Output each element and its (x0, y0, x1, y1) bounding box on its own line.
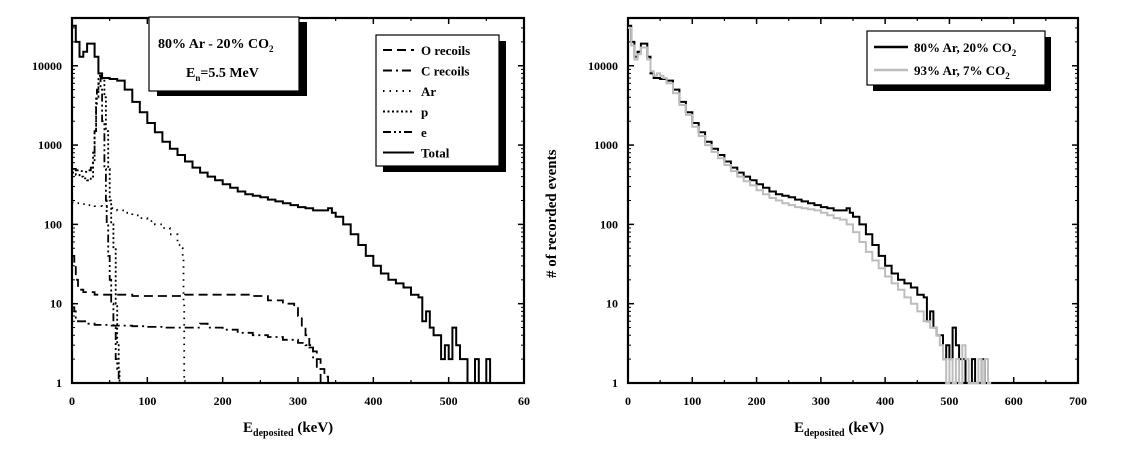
x-tick-label: 400 (364, 394, 382, 408)
left-xaxis-label: Edeposited (keV) (243, 420, 333, 439)
right-panel: 0 100 200 300 400 500 600 700 1 10 100 1000 10000 80… (544, 16, 1087, 439)
x-tick-label: 400 (876, 394, 894, 408)
right-axis-ticks: 0 100 200 300 400 500 600 700 1 10 100 1000 10000 (588, 17, 1087, 408)
left-series (72, 24, 494, 384)
x-tick-label: 300 (289, 394, 307, 408)
annotation-frame (148, 16, 300, 92)
legend-frame (375, 34, 500, 167)
y-tick-label: 1000 (594, 138, 618, 152)
x-tick-label: 200 (214, 394, 232, 408)
x-tick-label: 0 (69, 394, 75, 408)
right-legend: 80% Ar, 20% CO2 93% Ar, 7% CO2 (866, 30, 1051, 91)
series-total (72, 24, 494, 384)
annotation-line1: 80% Ar - 20% CO2 (158, 37, 274, 54)
y-tick-label: 10 (50, 297, 62, 311)
legend-label: e (421, 125, 427, 140)
x-tick-label: 60 (518, 394, 530, 408)
legend-label: 80% Ar, 20% CO2 (914, 40, 1017, 58)
x-tick-label: 500 (440, 394, 458, 408)
y-tick-label: 1 (56, 376, 62, 390)
x-tick-label: 500 (940, 394, 958, 408)
legend-label: Total (421, 146, 450, 161)
series-c-recoils (72, 306, 322, 383)
x-tick-label: 700 (1069, 394, 1087, 408)
legend-label: Ar (421, 84, 436, 99)
series-93-ar-7-co2 (628, 26, 992, 384)
x-tick-label: 0 (625, 394, 631, 408)
y-tick-label: 10000 (32, 59, 62, 73)
x-tick-label: 100 (683, 394, 701, 408)
right-yaxis-label: # of recorded events (544, 149, 560, 278)
y-tick-label: 1000 (38, 138, 62, 152)
x-tick-label: 100 (138, 394, 156, 408)
x-tick-label: 300 (812, 394, 830, 408)
y-tick-label: 10 (606, 297, 618, 311)
annotation-line2: En=5.5 MeV (186, 66, 259, 83)
legend-label: O recoils (421, 43, 470, 58)
x-tick-label: 600 (1005, 394, 1023, 408)
y-tick-label: 1 (612, 376, 618, 390)
x-tick-label: 200 (748, 394, 766, 408)
y-tick-label: 100 (600, 217, 618, 231)
y-tick-label: 10000 (588, 59, 618, 73)
legend-label: p (421, 105, 428, 120)
legend-label: 93% Ar, 7% CO2 (914, 63, 1010, 81)
series-e (72, 74, 120, 383)
legend-frame (866, 30, 1046, 86)
series-ar (72, 201, 186, 383)
right-series (628, 24, 992, 384)
left-axis-ticks: 0 100 200 300 400 500 60 1 10 100 1000 10000 (32, 17, 530, 408)
right-xaxis-label: Edeposited (keV) (794, 420, 884, 439)
left-annotation-box: 80% Ar - 20% CO2 En=5.5 MeV (148, 16, 307, 96)
left-panel: 0 100 200 300 400 500 60 1 10 100 1000 10000 80% Ar… (32, 16, 530, 439)
legend-label: C recoils (421, 64, 470, 79)
left-legend: O recoils C recoils Ar pe Total (375, 34, 506, 172)
y-tick-label: 100 (44, 217, 62, 231)
